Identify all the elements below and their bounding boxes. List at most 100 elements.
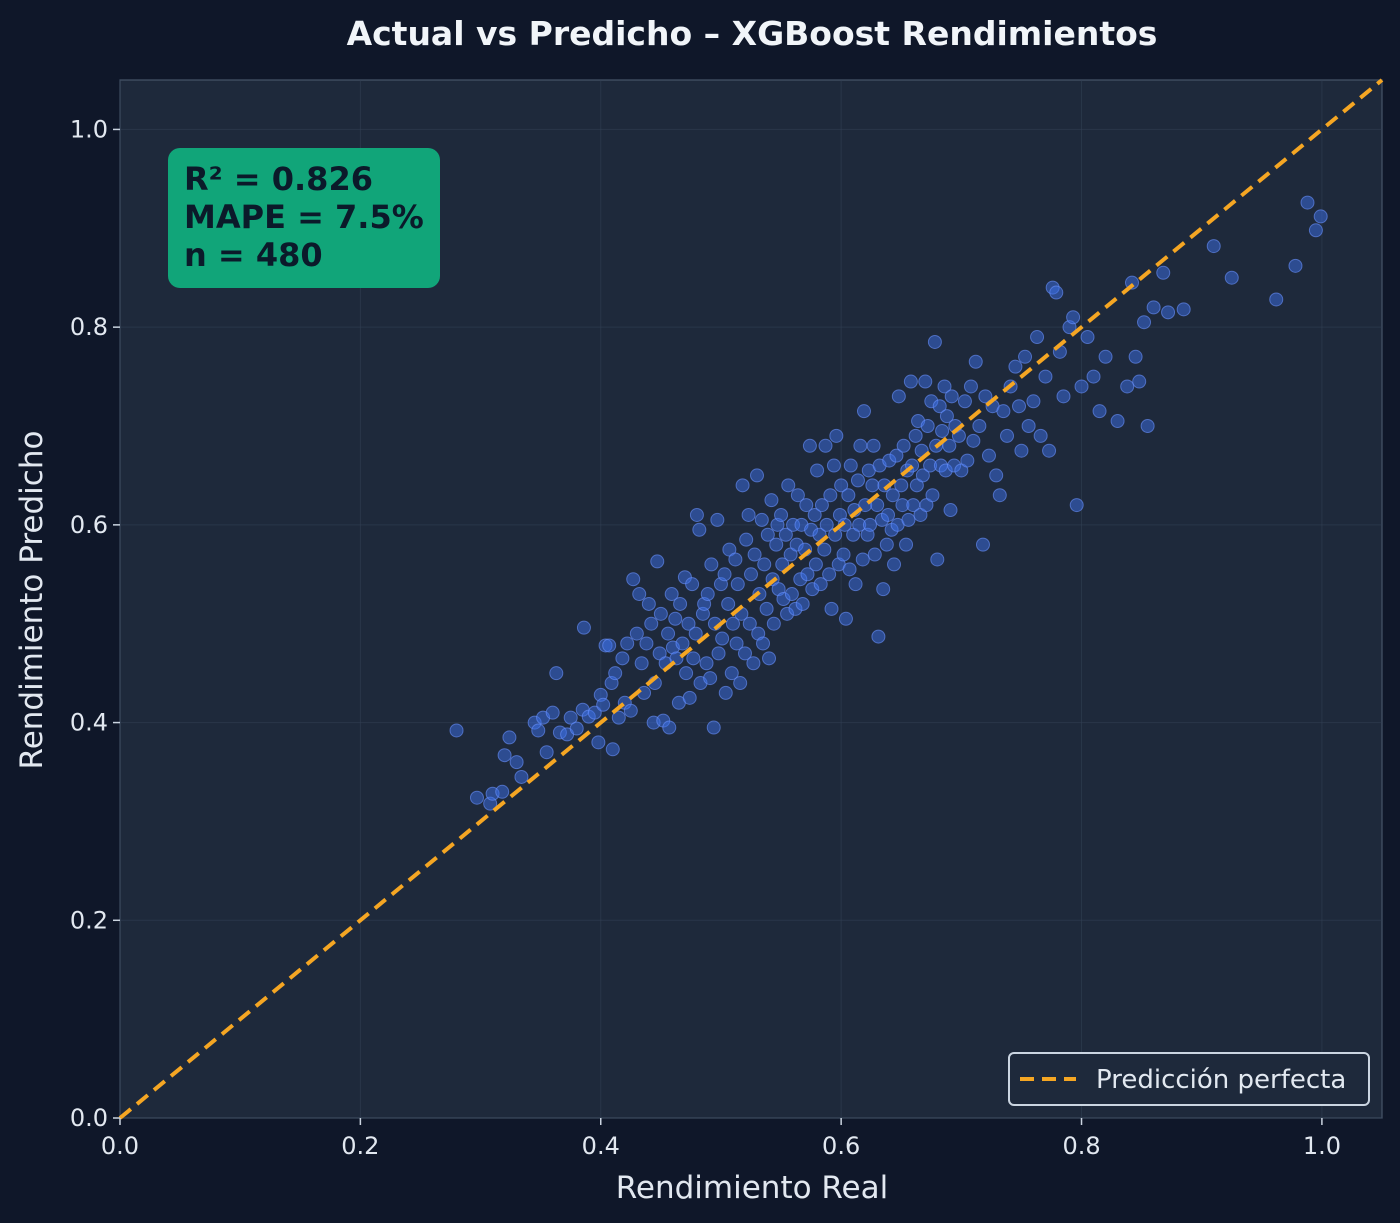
data-point: [862, 517, 877, 532]
data-point: [836, 547, 851, 562]
data-point: [790, 488, 805, 503]
data-point: [728, 552, 743, 567]
stats-box: R² = 0.826 MAPE = 7.5% n = 480: [168, 148, 440, 288]
data-point: [632, 587, 647, 602]
data-point: [1269, 292, 1284, 307]
data-point: [960, 453, 975, 468]
data-point: [930, 552, 945, 567]
data-point: [746, 656, 761, 671]
data-point: [781, 478, 796, 493]
data-point: [497, 748, 512, 763]
data-point: [932, 399, 947, 414]
data-point: [1086, 369, 1101, 384]
data-point: [795, 596, 810, 611]
data-point: [1014, 443, 1029, 458]
data-point: [644, 616, 659, 631]
y-tick-label: 0.8: [70, 313, 108, 341]
data-point: [725, 616, 740, 631]
data-point: [903, 374, 918, 389]
data-point: [1026, 394, 1041, 409]
data-point: [704, 557, 719, 572]
data-point: [650, 554, 665, 569]
data-point: [724, 666, 739, 681]
data-point: [710, 512, 725, 527]
data-point: [975, 537, 990, 552]
data-point: [1161, 305, 1176, 320]
data-point: [822, 567, 837, 582]
x-axis-ticks: 0.0 0.2 0.4 0.6 0.8 1.0: [101, 1118, 1341, 1160]
data-point: [1137, 315, 1152, 330]
data-point: [1120, 379, 1135, 394]
x-axis-label: Rendimiento Real: [616, 1170, 889, 1206]
data-point: [682, 690, 697, 705]
data-point: [1308, 223, 1323, 238]
data-point: [699, 656, 714, 671]
x-tick-label: 1.0: [1303, 1132, 1341, 1160]
data-point: [1080, 330, 1095, 345]
data-point: [608, 666, 623, 681]
data-point: [760, 527, 775, 542]
data-point: [1000, 428, 1015, 443]
data-point: [838, 611, 853, 626]
data-point: [717, 567, 732, 582]
y-tick-label: 0.6: [70, 511, 108, 539]
chart-title: Actual vs Predicho – XGBoost Rendimiento…: [347, 14, 1158, 53]
data-point: [992, 488, 1007, 503]
legend-box: [1008, 1052, 1370, 1106]
data-point: [939, 409, 954, 424]
data-point: [918, 374, 933, 389]
data-point: [867, 547, 882, 562]
data-point: [920, 419, 935, 433]
data-point: [539, 745, 554, 760]
data-point: [817, 542, 832, 557]
data-point: [799, 498, 814, 513]
y-tick-label: 1.0: [70, 115, 108, 143]
data-point: [853, 438, 868, 453]
data-point: [673, 596, 688, 611]
data-point: [876, 582, 891, 597]
data-point: [996, 404, 1011, 419]
data-point: [764, 493, 779, 508]
x-tick-label: 0.2: [341, 1132, 379, 1160]
data-point: [756, 636, 771, 651]
data-point: [668, 611, 683, 626]
data-point: [664, 587, 679, 602]
x-tick-label: 0.6: [822, 1132, 860, 1160]
data-point: [829, 428, 844, 443]
data-point: [784, 587, 799, 602]
data-point: [896, 438, 911, 453]
data-point: [808, 557, 823, 572]
data-point: [1224, 270, 1239, 285]
data-point: [502, 730, 517, 745]
data-point: [611, 710, 626, 725]
data-point: [623, 703, 638, 718]
data-point: [866, 438, 881, 453]
data-point: [759, 601, 774, 616]
x-tick-label: 0.0: [101, 1132, 139, 1160]
data-point: [1128, 349, 1143, 364]
stats-box-background: [168, 148, 440, 288]
data-point: [653, 606, 668, 621]
data-point: [889, 448, 904, 463]
data-point: [870, 498, 885, 513]
data-point: [1033, 428, 1048, 443]
data-point: [989, 468, 1004, 483]
data-point: [549, 666, 564, 681]
data-point: [824, 601, 839, 616]
data-point: [966, 433, 981, 448]
data-point: [823, 488, 838, 503]
data-point: [545, 705, 560, 720]
data-point: [943, 503, 958, 518]
data-point: [841, 488, 856, 503]
data-point: [1288, 258, 1303, 273]
data-point: [739, 532, 754, 547]
data-point: [563, 710, 578, 725]
data-point: [706, 720, 721, 735]
data-point: [894, 478, 909, 493]
data-point: [685, 577, 700, 592]
data-point: [750, 468, 765, 483]
data-point: [737, 646, 752, 661]
data-point: [891, 389, 906, 404]
data-point: [810, 463, 825, 478]
data-point: [968, 354, 983, 369]
